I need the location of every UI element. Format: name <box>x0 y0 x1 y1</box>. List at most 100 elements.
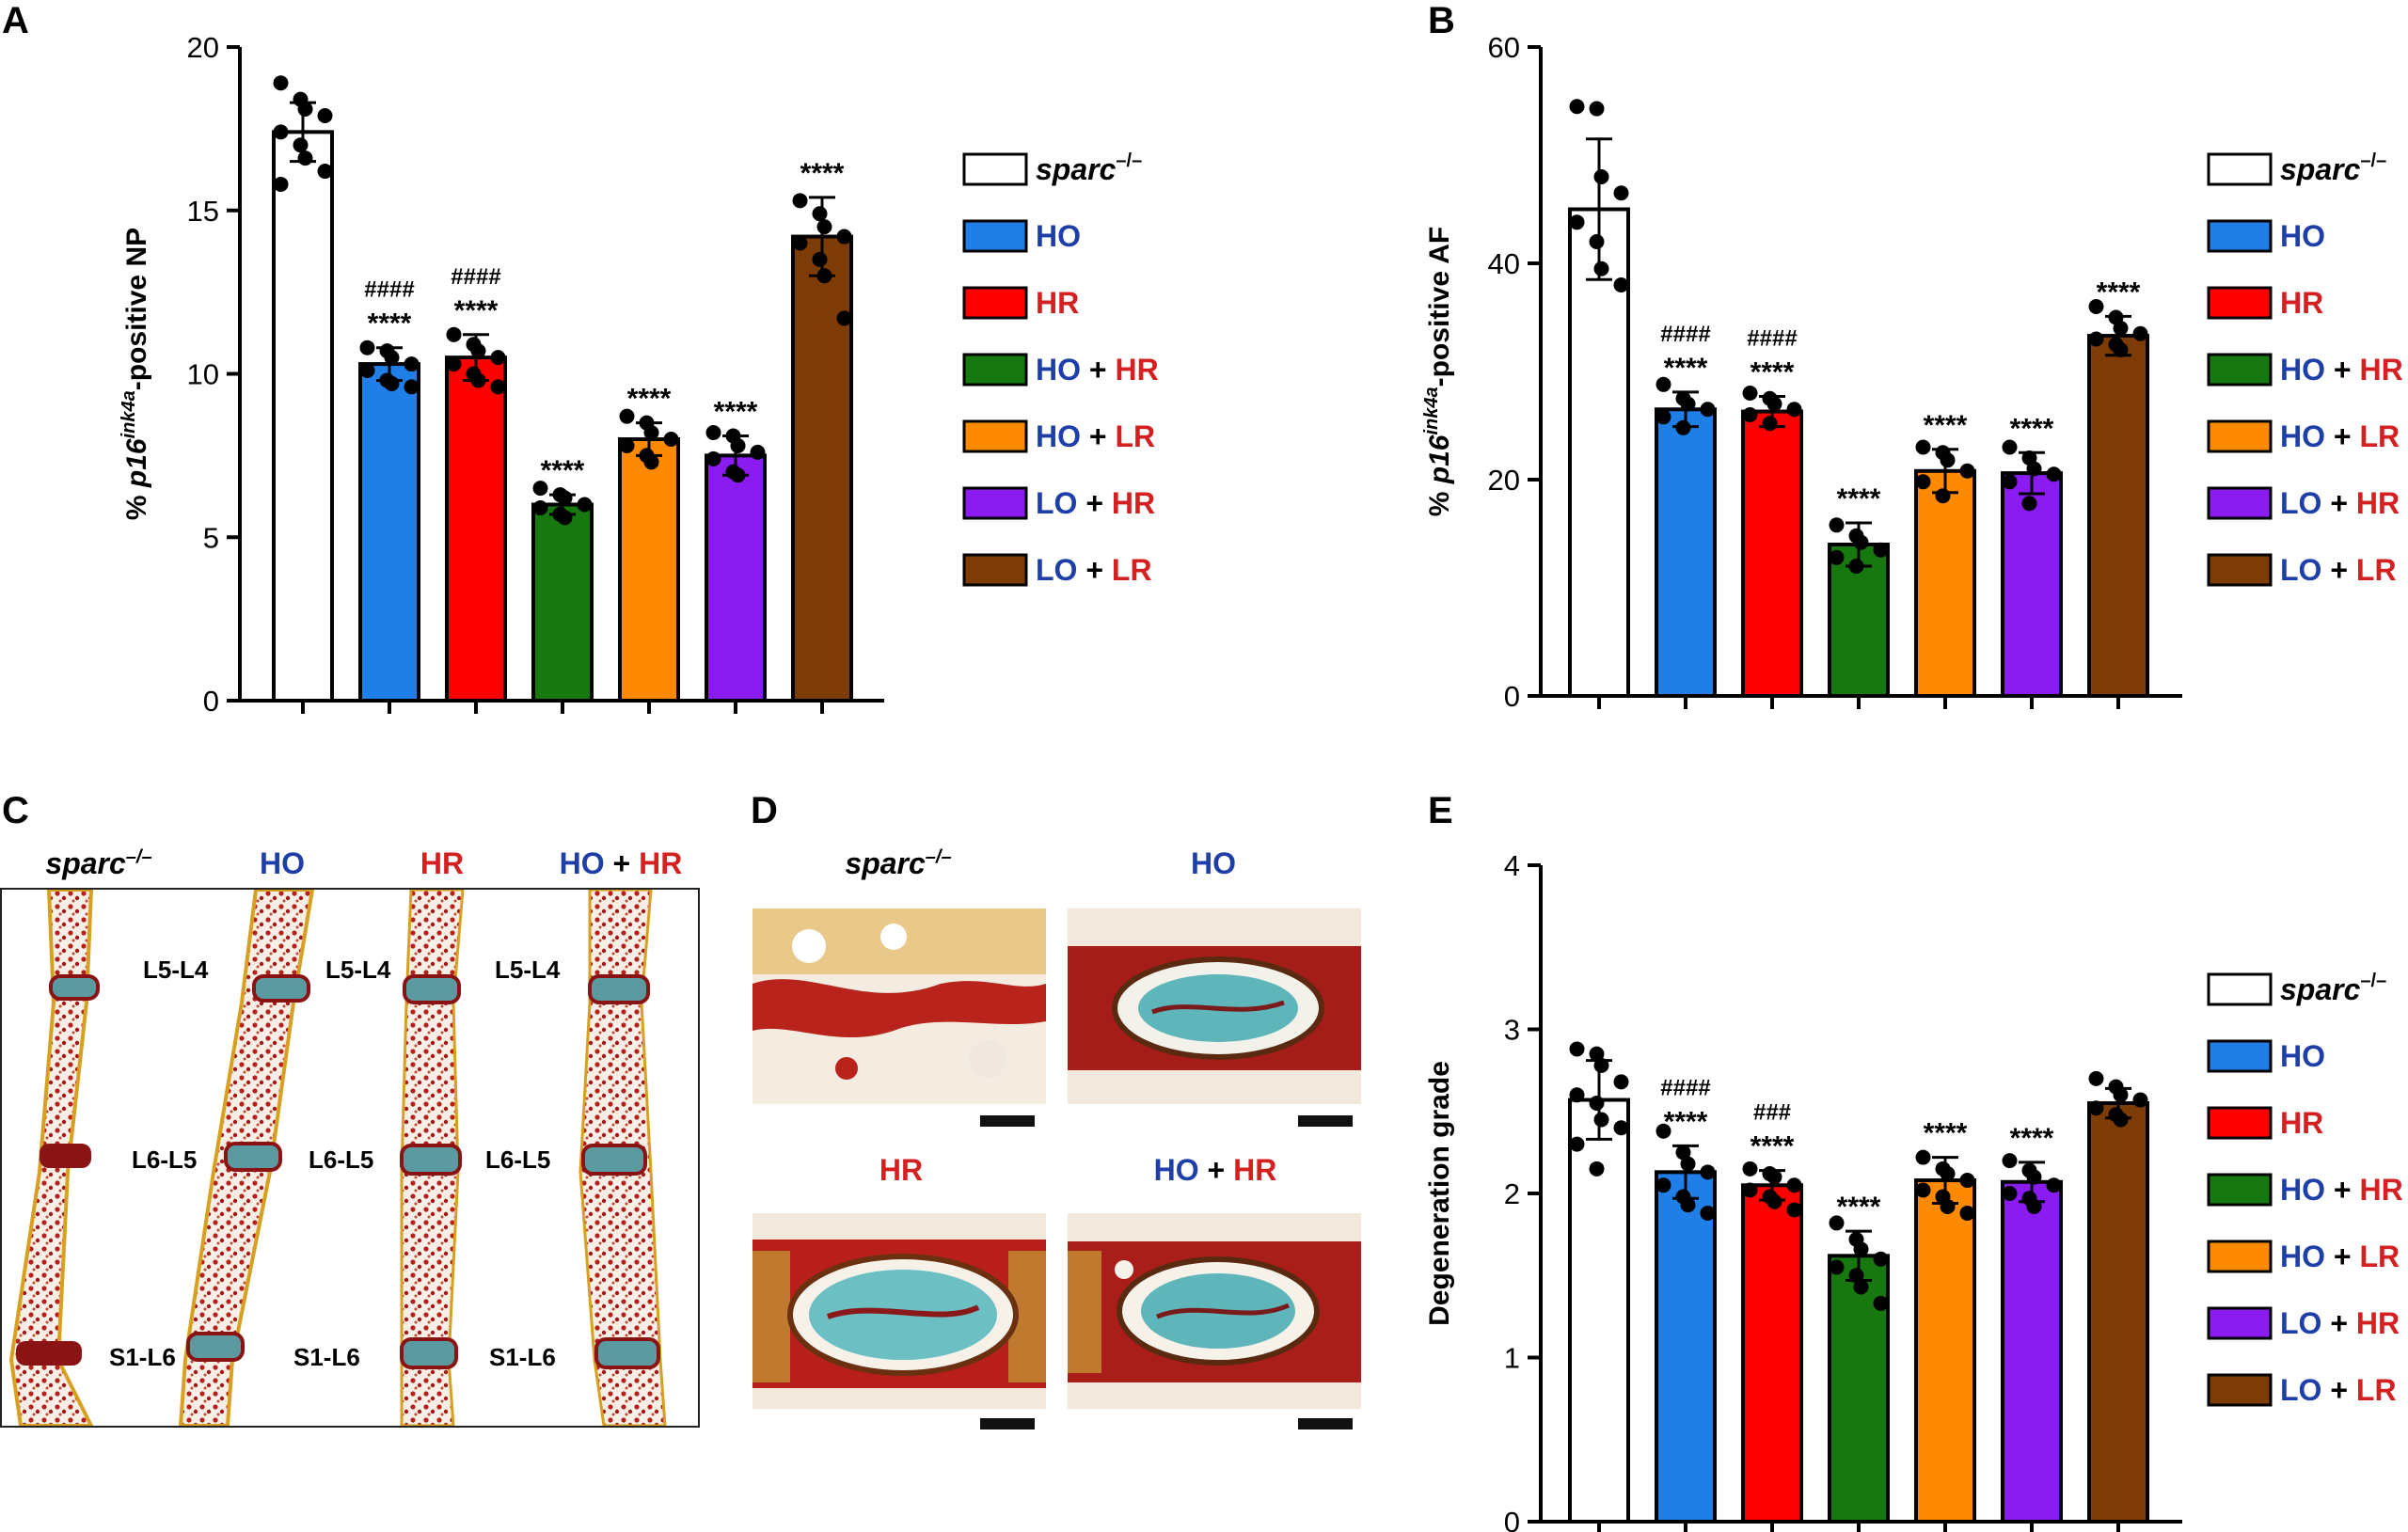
data-point <box>1829 1215 1845 1231</box>
bar <box>618 437 680 703</box>
panel-d-title-sparc: sparc–/– <box>845 846 952 880</box>
data-point <box>2026 461 2042 477</box>
legend-item-ho-lr: HO + LR <box>2207 1240 2400 1273</box>
data-point <box>1786 1202 1802 1218</box>
y-tick-label: 1 <box>1504 1342 1520 1375</box>
data-point <box>470 372 486 388</box>
data-point <box>1959 1205 1975 1221</box>
data-point <box>2046 466 2062 482</box>
data-point <box>2088 299 2104 314</box>
legend-label: LO + LR <box>1036 553 1152 587</box>
spine-strip-ho-hr <box>578 890 667 1426</box>
y-tick-label: 4 <box>1504 849 1520 882</box>
data-point <box>792 193 808 209</box>
legend-item-ho: HO <box>2207 219 2325 253</box>
data-point <box>2046 1177 2062 1193</box>
legend-label: HO <box>2280 1039 2325 1073</box>
legend-item-hr: HR <box>2207 1106 2323 1140</box>
sig-stars: **** <box>541 455 585 486</box>
legend-item-sparc: sparc–/– <box>2207 150 2386 186</box>
legend-item-sparc: sparc–/– <box>962 150 1142 186</box>
data-point <box>297 150 313 166</box>
label-s1-l6-3: S1-L6 <box>489 1343 556 1371</box>
data-point <box>1742 1182 1758 1198</box>
legend-swatch <box>2207 1240 2273 1273</box>
data-point <box>446 356 462 372</box>
sig-stars: **** <box>800 158 845 189</box>
data-point <box>1940 1166 1956 1182</box>
data-point <box>1848 1268 1864 1284</box>
legend-item-ho-lr: HO + LR <box>962 419 1155 453</box>
legend-label: LO + HR <box>1036 486 1155 520</box>
label-l6-l5-3: L6-L5 <box>485 1145 551 1174</box>
panel-d-image-ho-hr <box>1068 1213 1361 1409</box>
legend-swatch <box>2207 1373 2273 1407</box>
data-point <box>1569 1041 1585 1057</box>
data-point <box>1915 474 1931 490</box>
legend-item-ho-hr: HO + HR <box>2207 1173 2403 1207</box>
data-point <box>2002 1186 2018 1201</box>
bar <box>791 234 853 703</box>
data-point <box>2088 1100 2104 1116</box>
data-point <box>1853 534 1869 550</box>
panel-letter-b: B <box>1428 0 1455 41</box>
sig-hashes: #### <box>364 277 414 303</box>
legend-label: LO + HR <box>2280 486 2400 520</box>
data-point <box>317 107 333 123</box>
data-point <box>1853 1279 1869 1295</box>
legend-swatch <box>962 152 1028 186</box>
data-point <box>1873 542 1889 558</box>
bar <box>2087 334 2149 698</box>
sig-hashes: #### <box>1660 1075 1710 1100</box>
bar <box>1914 468 1976 698</box>
data-point <box>1675 1145 1691 1161</box>
data-point <box>1569 1136 1585 1152</box>
panel-letter-d: D <box>751 790 778 831</box>
data-point <box>2132 325 2148 341</box>
data-point <box>1915 439 1931 455</box>
data-point <box>297 102 313 118</box>
bar <box>1741 1183 1803 1524</box>
legend-item-lo-hr: LO + HR <box>962 486 1155 520</box>
legend-swatch <box>2207 1173 2273 1207</box>
data-point <box>643 454 659 470</box>
panel-letter-c: C <box>2 790 29 831</box>
sig-stars: **** <box>2010 413 2054 444</box>
label-l5-l4-1: L5-L4 <box>143 956 209 984</box>
data-point <box>1935 488 1951 504</box>
data-point <box>2026 1169 2042 1185</box>
legend-label: sparc–/– <box>1036 150 1142 186</box>
spine-strip-ho <box>178 890 315 1426</box>
data-point <box>1613 185 1629 201</box>
data-point <box>404 356 420 372</box>
bar <box>531 502 594 703</box>
legend-item-ho: HO <box>962 219 1081 253</box>
data-point <box>1915 1149 1931 1165</box>
data-point <box>1786 402 1802 418</box>
data-point <box>490 350 506 366</box>
data-point <box>557 510 573 526</box>
legend-swatch <box>962 353 1028 387</box>
data-point <box>1569 214 1585 230</box>
data-point <box>1766 396 1782 412</box>
data-point <box>2113 321 2129 336</box>
legend-swatch <box>2207 486 2273 520</box>
legend-label: HO + HR <box>2280 1173 2403 1207</box>
data-point <box>1656 1177 1671 1193</box>
data-point <box>273 124 289 140</box>
data-point <box>273 176 289 192</box>
sig-hashes: #### <box>451 264 500 290</box>
y-tick-label: 40 <box>1488 247 1520 280</box>
sig-stars: **** <box>2097 276 2141 308</box>
data-point <box>663 432 679 447</box>
data-point <box>557 490 573 506</box>
data-point <box>384 350 400 366</box>
y-tick-label: 3 <box>1504 1014 1520 1047</box>
legend-label: HO + HR <box>1036 353 1159 387</box>
data-point <box>792 235 808 251</box>
data-point <box>1959 1173 1975 1189</box>
data-point <box>1829 549 1845 565</box>
data-point <box>2113 342 2129 357</box>
sig-hashes: ### <box>1753 1100 1791 1126</box>
y-axis-label: % p16ink4a-positive AF <box>1421 227 1455 516</box>
